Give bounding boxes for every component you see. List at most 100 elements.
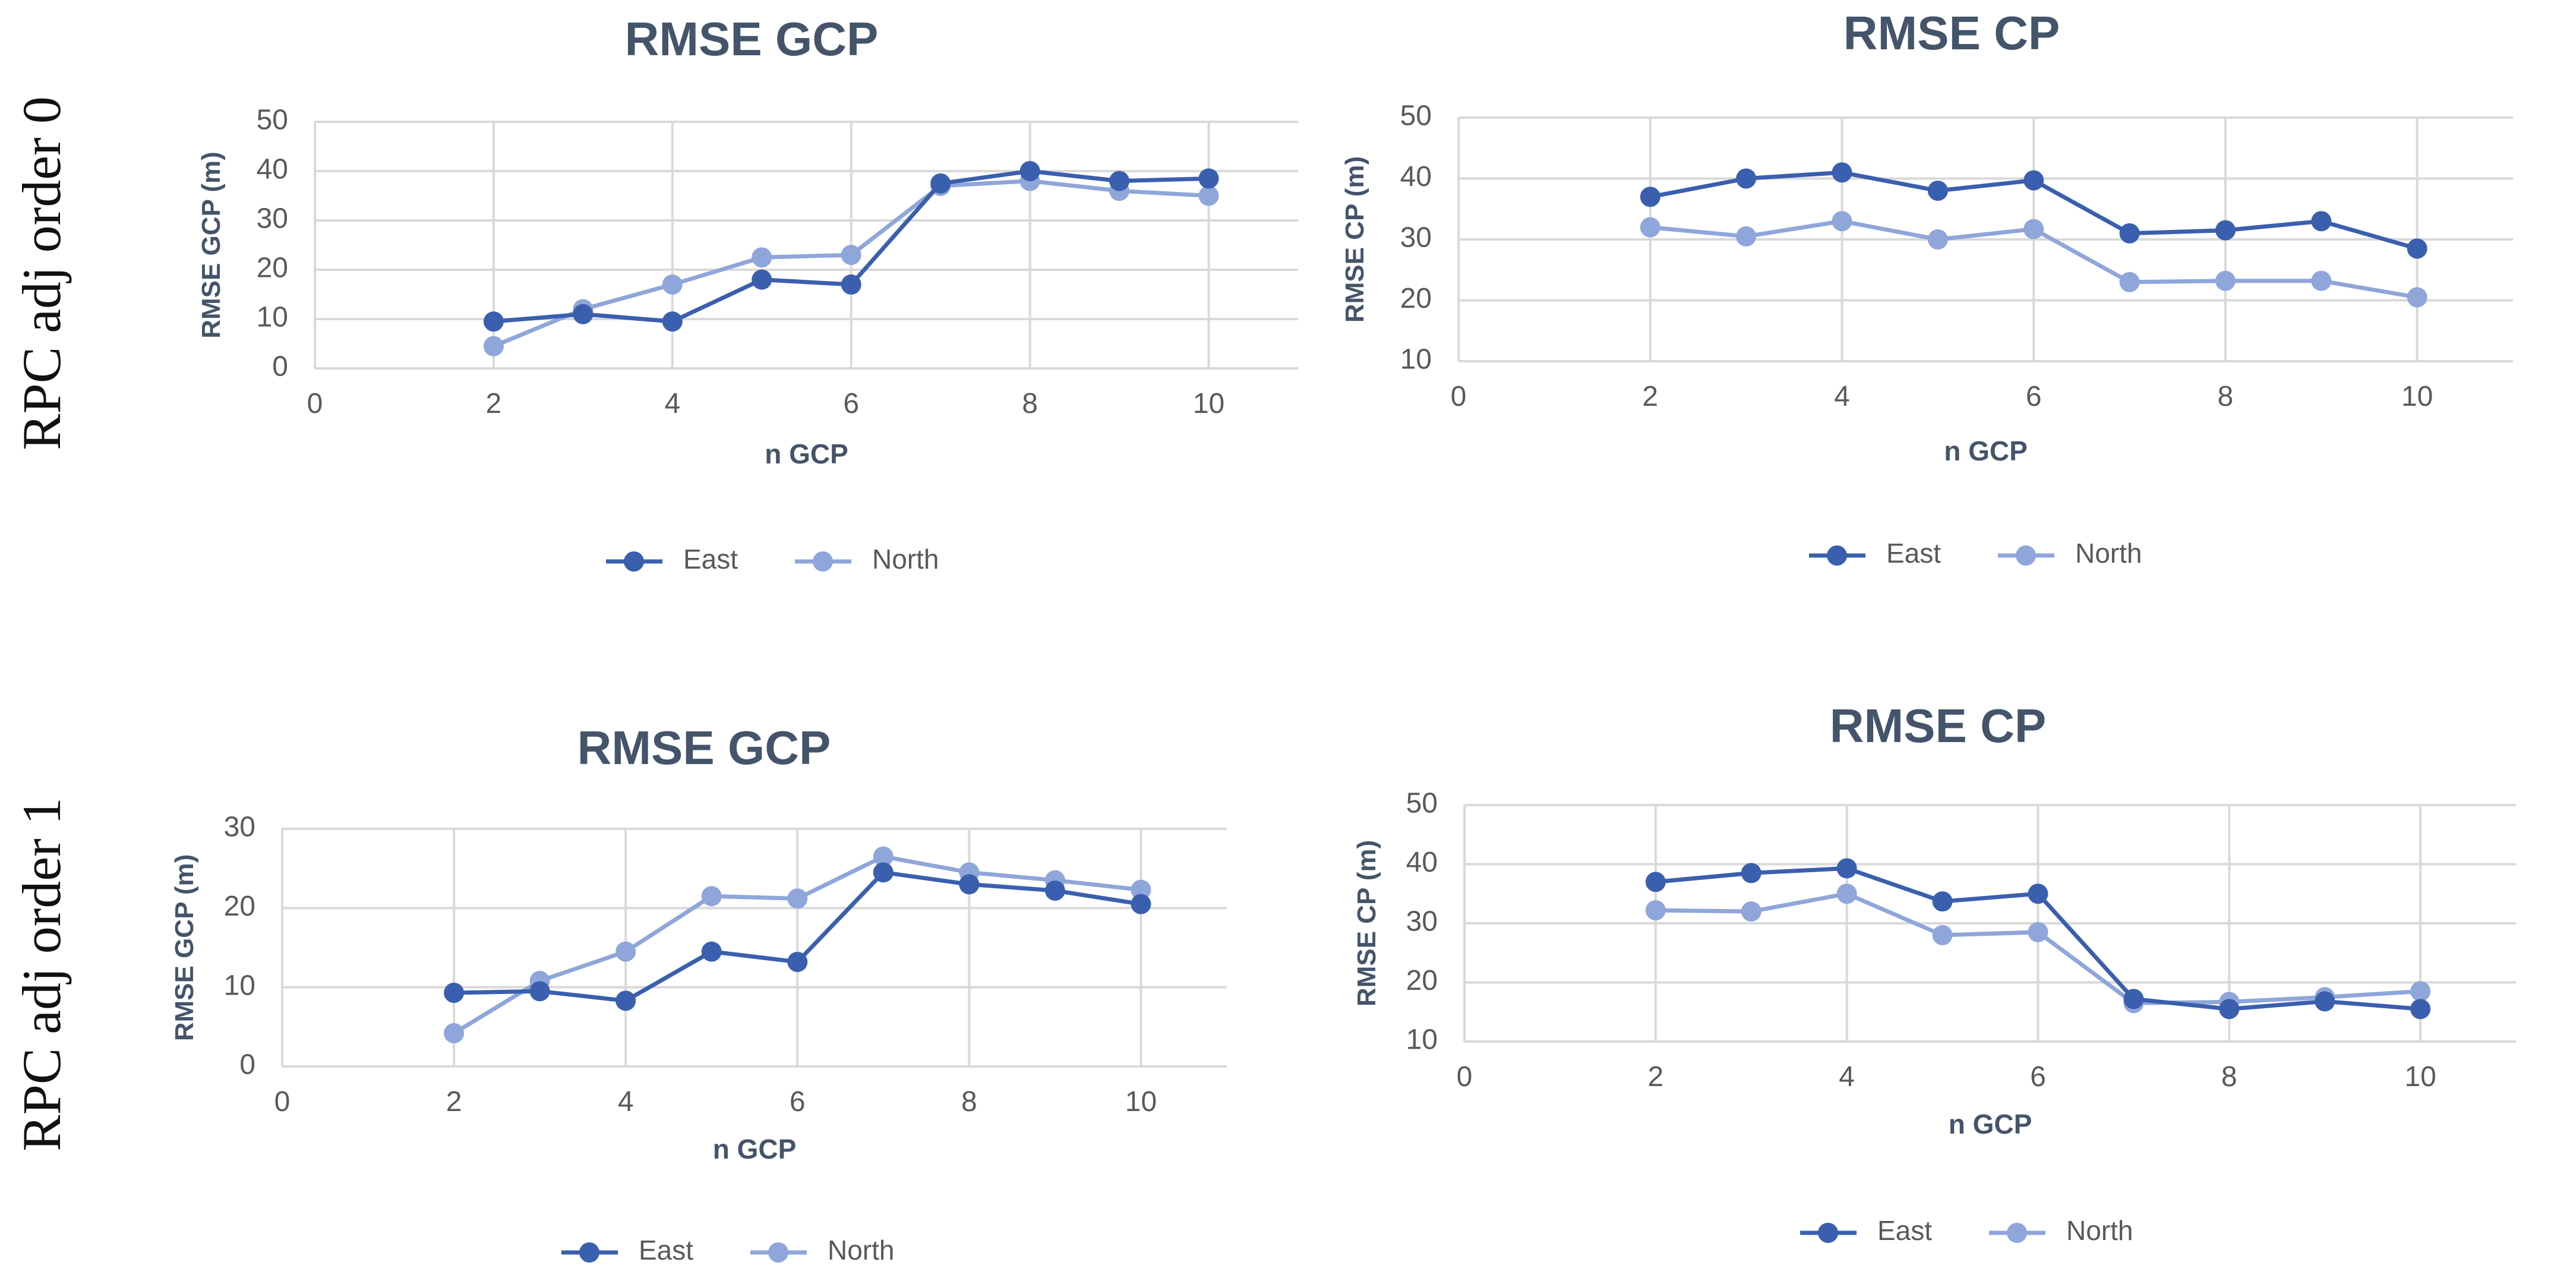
chart-title: RMSE GCP [625,12,879,65]
data-point-east [2407,238,2427,259]
data-point-east [1131,894,1151,914]
data-point-east [1109,171,1130,191]
x-axis-title: n GCP [1944,436,2028,466]
data-point-east [444,983,465,1003]
data-point-east [2215,220,2236,241]
y-tick-label: 40 [257,154,288,185]
data-point-east [2219,999,2240,1020]
legend-item-east: East [1800,1215,1932,1246]
legend-item-east: East [606,544,738,575]
data-point-east [1927,181,1948,201]
x-tick-label: 0 [1457,1061,1473,1093]
legend-label: East [639,1235,693,1266]
data-point-north [1645,900,1666,921]
x-tick-label: 2 [446,1086,462,1118]
chart-title: RMSE CP [1830,699,2047,752]
legend-marker [1818,1223,1838,1243]
x-tick-label: 8 [2221,1061,2237,1093]
x-tick-label: 10 [2404,1061,2436,1093]
data-point-east [2311,211,2332,232]
x-tick-label: 2 [1642,381,1658,412]
y-axis-title: RMSE GCP (m) [197,152,226,339]
x-axis-title: n GCP [1949,1109,2032,1140]
x-tick-label: 6 [790,1086,806,1118]
x-tick-label: 8 [2218,381,2234,412]
data-point-north [2215,270,2236,291]
data-point-east [1640,187,1660,207]
legend-label: North [828,1235,894,1266]
y-tick-label: 20 [1406,965,1438,996]
y-tick-label: 40 [1406,847,1438,878]
y-axis-title: RMSE CP (m) [1340,156,1369,323]
legend-item-east: East [1809,538,1941,569]
data-point-east [1645,872,1666,892]
y-tick-label: 20 [257,253,288,284]
data-point-north [1198,185,1219,206]
data-point-east [787,952,808,972]
data-point-east [752,269,772,290]
data-point-north [1927,229,1948,250]
data-point-east [2410,999,2431,1020]
chart-order1-cp: RMSE CP 10 20 30 40 50 0 2 4 6 8 10 n GCP RMSE CP (m)… [1352,699,2516,1246]
x-tick-label: 6 [2030,1061,2046,1093]
data-point-north [701,886,722,907]
data-point-north [1836,883,1857,904]
data-point-east [1019,161,1040,181]
chart-title: RMSE CP [1843,7,2060,59]
data-point-north [483,336,504,356]
legend-label: East [1877,1215,1932,1246]
chart-title: RMSE GCP [577,721,831,774]
data-point-north [841,245,861,266]
y-tick-label: 10 [224,970,255,1001]
data-point-north [2410,981,2431,1002]
x-tick-label: 8 [1022,388,1038,419]
y-tick-label: 0 [272,351,288,383]
legend-item-east: East [561,1235,693,1266]
chart-order0-gcp: RMSE GCP 0 10 20 30 40 50 0 2 4 6 8 10 n GCP RMSE GCP … [197,12,1298,575]
data-point-east [1198,168,1219,189]
data-point-east [2023,170,2044,191]
data-point-north [2407,287,2427,308]
data-point-east [1832,162,1852,183]
y-tick-label: 10 [257,302,288,333]
data-point-north [1736,226,1757,247]
legend-label: North [2066,1215,2133,1246]
x-tick-label: 10 [1125,1086,1157,1118]
data-point-north [1131,879,1151,900]
y-tick-label: 20 [224,891,255,922]
x-tick-label: 4 [1839,1061,1855,1093]
y-tick-label: 20 [1400,283,1432,314]
data-point-east [1932,891,1953,912]
legend-item-north: North [1998,538,2142,569]
data-point-east [930,173,951,194]
data-point-north [787,888,808,909]
y-axis-title: RMSE CP (m) [1352,840,1381,1006]
data-point-east [2119,223,2140,244]
y-tick-label: 40 [1400,161,1432,193]
data-point-north [2119,272,2140,292]
chart-order1-gcp: RMSE GCP 0 10 20 30 0 2 4 6 8 10 n GCP RMSE GCP (m) E… [170,721,1227,1266]
data-point-north [873,846,894,867]
x-tick-label: 0 [1451,381,1467,412]
legend-label: North [2075,538,2142,569]
x-tick-label: 2 [486,388,502,419]
data-point-east [615,990,636,1011]
x-axis-title: n GCP [765,438,848,469]
y-tick-label: 30 [1400,222,1432,254]
legend-label: East [1886,538,1941,569]
data-point-north [2028,922,2048,942]
data-point-north [1741,901,1761,922]
legend-marker [813,551,833,572]
x-tick-label: 10 [1193,388,1224,419]
y-tick-label: 30 [1406,906,1438,938]
data-point-east [1736,168,1757,189]
legend-label: East [683,544,738,575]
data-point-east [1741,863,1761,883]
data-point-north [2311,270,2332,291]
y-tick-label: 50 [257,105,288,136]
legend-marker [768,1242,788,1263]
x-tick-label: 6 [843,388,859,419]
data-point-east [662,311,683,332]
